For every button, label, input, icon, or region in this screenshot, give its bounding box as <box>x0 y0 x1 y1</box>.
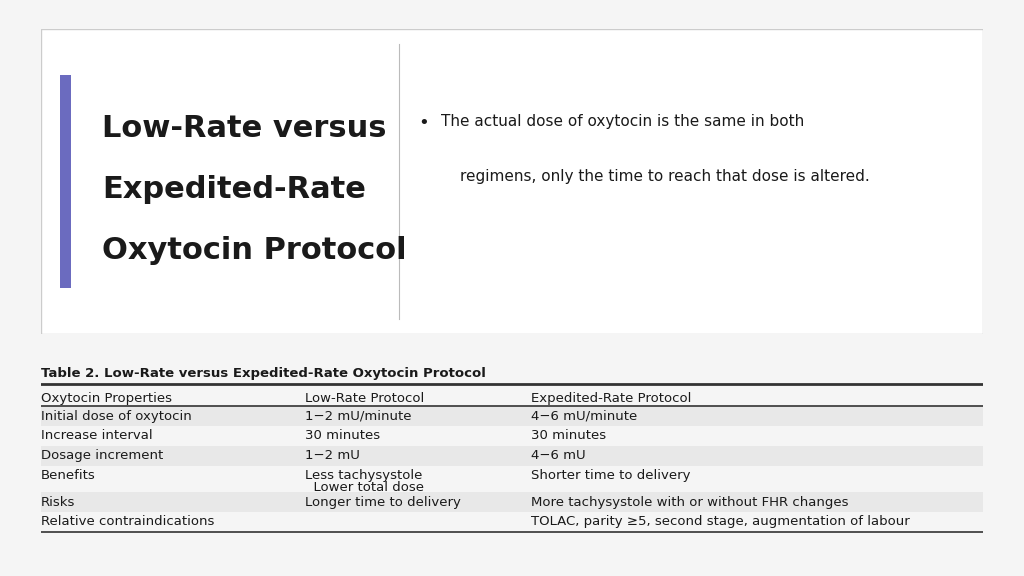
Text: Lower total dose: Lower total dose <box>305 481 424 494</box>
Text: Relative contraindications: Relative contraindications <box>41 516 214 528</box>
Text: 4−6 mU: 4−6 mU <box>530 449 586 462</box>
Text: TOLAC, parity ≥5, second stage, augmentation of labour: TOLAC, parity ≥5, second stage, augmenta… <box>530 516 909 528</box>
FancyBboxPatch shape <box>41 492 983 512</box>
Text: Increase interval: Increase interval <box>41 429 153 442</box>
Text: The actual dose of oxytocin is the same in both: The actual dose of oxytocin is the same … <box>441 114 805 129</box>
Text: Shorter time to delivery: Shorter time to delivery <box>530 469 690 482</box>
Text: Initial dose of oxytocin: Initial dose of oxytocin <box>41 410 191 423</box>
Text: Longer time to delivery: Longer time to delivery <box>305 495 461 509</box>
FancyBboxPatch shape <box>41 446 983 465</box>
FancyBboxPatch shape <box>41 29 983 334</box>
Text: Less tachysystole: Less tachysystole <box>305 469 422 482</box>
Text: Table 2. Low-Rate versus Expedited-Rate Oxytocin Protocol: Table 2. Low-Rate versus Expedited-Rate … <box>41 367 485 380</box>
FancyBboxPatch shape <box>59 75 71 289</box>
FancyBboxPatch shape <box>41 407 983 426</box>
Text: Benefits: Benefits <box>41 469 95 482</box>
Text: Expedited-Rate: Expedited-Rate <box>102 175 366 204</box>
Text: Dosage increment: Dosage increment <box>41 449 163 462</box>
Text: Expedited-Rate Protocol: Expedited-Rate Protocol <box>530 392 691 405</box>
Text: 30 minutes: 30 minutes <box>305 429 380 442</box>
Text: 1−2 mU: 1−2 mU <box>305 449 359 462</box>
Text: 30 minutes: 30 minutes <box>530 429 606 442</box>
Text: Oxytocin Protocol: Oxytocin Protocol <box>102 236 407 266</box>
Text: regimens, only the time to reach that dose is altered.: regimens, only the time to reach that do… <box>460 169 870 184</box>
Text: 1−2 mU/minute: 1−2 mU/minute <box>305 410 412 423</box>
Text: •: • <box>418 114 428 132</box>
Text: Low-Rate Protocol: Low-Rate Protocol <box>305 392 424 405</box>
Text: More tachysystole with or without FHR changes: More tachysystole with or without FHR ch… <box>530 495 848 509</box>
Text: 4−6 mU/minute: 4−6 mU/minute <box>530 410 637 423</box>
Text: Low-Rate versus: Low-Rate versus <box>102 114 387 143</box>
Text: Oxytocin Properties: Oxytocin Properties <box>41 392 172 405</box>
Text: Risks: Risks <box>41 495 76 509</box>
